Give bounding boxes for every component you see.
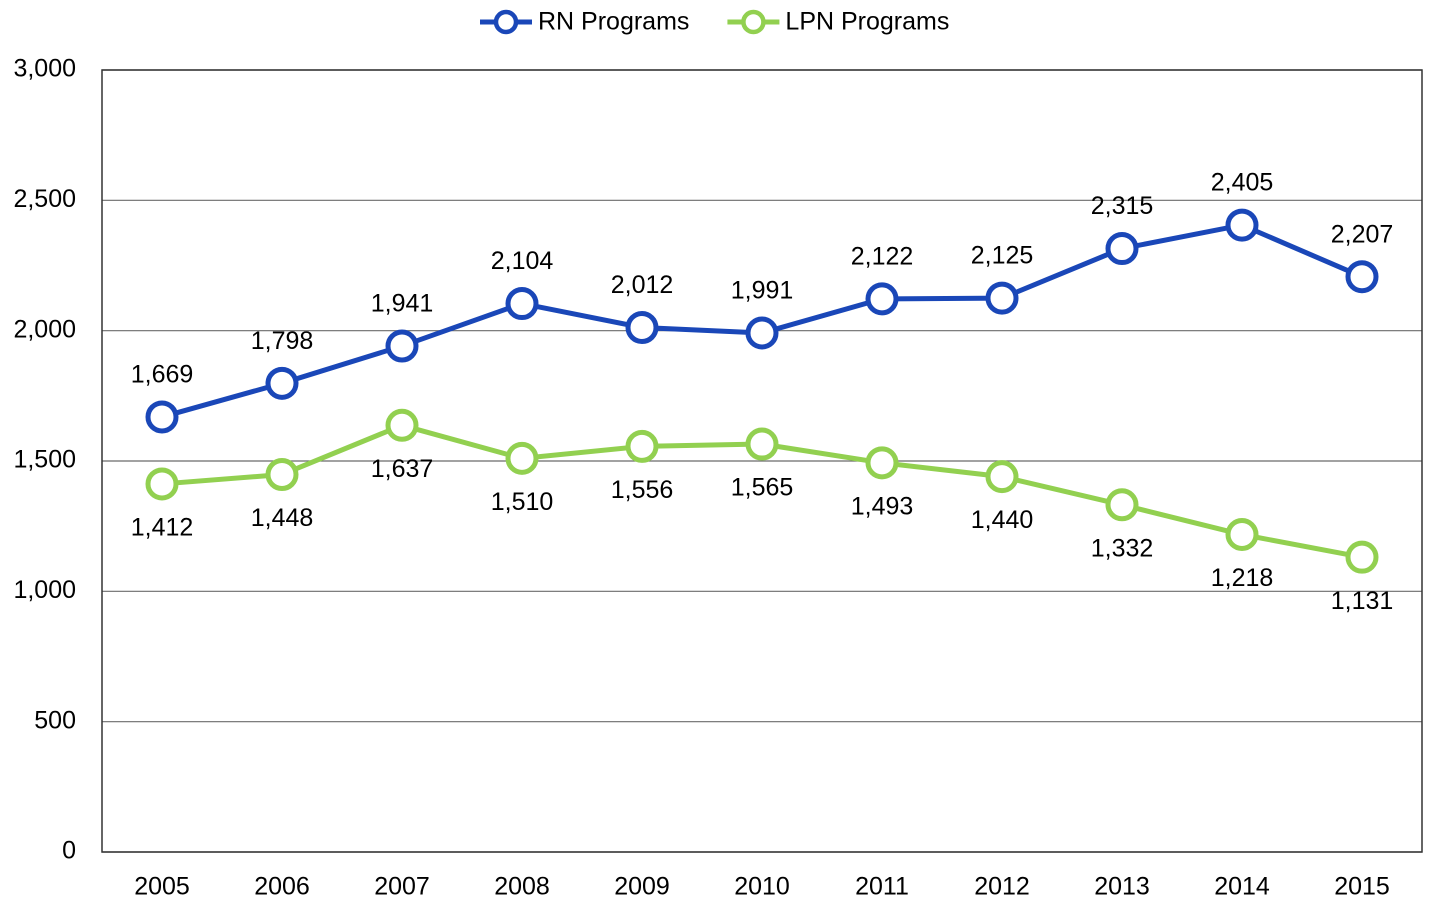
legend-label: RN Programs [538,8,689,36]
data-label: 1,218 [1211,564,1274,592]
data-point [865,282,899,316]
data-point [1345,260,1379,294]
data-label: 1,510 [491,488,554,516]
y-tick-label: 0 [62,837,76,865]
x-tick-label: 2005 [134,873,190,901]
y-tick-label: 2,000 [13,315,76,343]
plot-frame [101,69,1423,853]
data-label: 2,122 [851,242,914,270]
data-point [265,366,299,400]
data-label: 1,493 [851,492,914,520]
x-tick-label: 2012 [974,873,1030,901]
x-tick-label: 2011 [855,873,909,901]
data-point [145,400,179,434]
y-tick-label: 3,000 [13,55,76,83]
data-label: 1,412 [131,514,194,542]
y-tick-label: 2,500 [13,185,76,213]
x-tick-label: 2009 [614,873,670,901]
y-tick-label: 500 [34,706,76,734]
data-point [985,460,1019,494]
y-tick-label: 1,500 [13,446,76,474]
data-label: 2,207 [1331,220,1394,248]
data-label: 2,012 [611,271,674,299]
data-point [865,446,899,480]
data-label: 1,440 [971,506,1034,534]
data-label: 1,556 [611,476,674,504]
legend-label: LPN Programs [785,8,949,36]
data-label: 1,131 [1331,587,1394,615]
x-tick-label: 2006 [254,873,310,901]
legend-marker [741,9,766,35]
x-tick-label: 2014 [1214,873,1270,901]
data-label: 1,565 [731,474,794,502]
data-point [985,281,1019,315]
x-tick-label: 2010 [734,873,790,901]
data-label: 2,125 [971,242,1034,270]
data-label: 1,991 [731,277,794,305]
x-tick-label: 2015 [1334,873,1390,901]
data-point [1225,518,1259,552]
legend-marker [493,9,519,35]
data-point [1225,208,1259,242]
x-tick-label: 2007 [374,873,430,901]
data-label: 1,332 [1091,534,1154,562]
data-point [145,467,179,501]
y-tick-label: 1,000 [13,576,76,604]
data-label: 2,315 [1091,192,1154,220]
data-label: 1,448 [251,504,314,532]
data-point [265,458,299,492]
data-point [385,329,419,363]
x-tick-label: 2013 [1094,873,1150,901]
x-tick-label: 2008 [494,873,550,901]
data-label: 2,104 [491,247,554,275]
data-label: 1,669 [131,361,194,389]
data-point [625,429,659,463]
data-point [1105,232,1139,266]
data-label: 1,798 [251,327,314,355]
data-point [745,316,779,350]
data-label: 1,637 [371,455,434,483]
data-point [385,408,419,442]
data-label: 2,405 [1211,169,1274,197]
data-point [625,311,659,345]
data-point [1345,540,1379,574]
data-point [1105,488,1139,522]
data-point [505,441,539,475]
data-label: 1,941 [371,290,434,318]
data-point [505,287,539,321]
data-point [745,427,779,461]
